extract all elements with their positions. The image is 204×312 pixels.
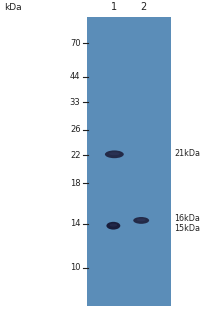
Ellipse shape <box>106 222 120 230</box>
Text: 14: 14 <box>70 219 80 228</box>
Text: 16kDa: 16kDa <box>173 214 199 223</box>
Text: 33: 33 <box>69 98 80 107</box>
Ellipse shape <box>109 152 119 155</box>
Text: 26: 26 <box>70 125 80 134</box>
Text: 10: 10 <box>70 263 80 272</box>
Text: 18: 18 <box>70 179 80 188</box>
Text: 1: 1 <box>111 2 117 12</box>
Text: 70: 70 <box>70 39 80 48</box>
Ellipse shape <box>104 150 123 158</box>
Text: 2: 2 <box>139 2 146 12</box>
Text: kDa: kDa <box>4 3 21 12</box>
Ellipse shape <box>109 223 117 227</box>
Ellipse shape <box>133 217 149 224</box>
Text: 44: 44 <box>70 72 80 81</box>
Bar <box>87 17 170 306</box>
Text: 15kDa: 15kDa <box>173 224 199 233</box>
Ellipse shape <box>136 218 145 221</box>
Text: 21kDa: 21kDa <box>173 149 199 158</box>
Text: 22: 22 <box>70 151 80 160</box>
